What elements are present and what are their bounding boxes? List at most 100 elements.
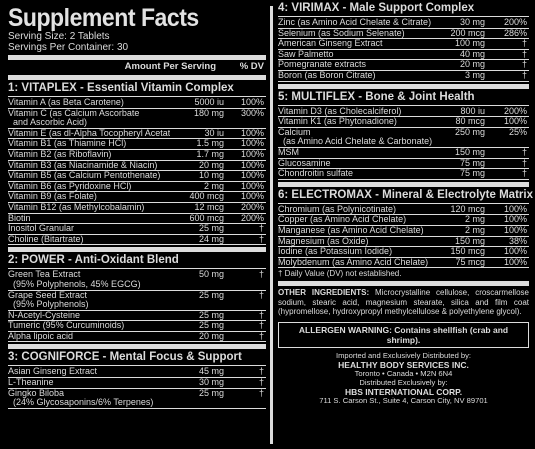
thin-divider xyxy=(8,365,266,367)
ingredient-dv: 100% xyxy=(503,256,527,267)
ingredient-name-text: Selenium (as Sodium Selenate) xyxy=(278,28,405,38)
thin-divider xyxy=(278,202,529,204)
ingredient-name-text: Glucosamine xyxy=(278,158,331,168)
ingredient-dv: 25% xyxy=(508,126,527,137)
ingredient-dv: 200% xyxy=(240,212,264,223)
ingredient-dv: 100% xyxy=(503,246,527,257)
ingredient-amount: 100 mg xyxy=(454,38,485,49)
ingredient-amount: 120 mcg xyxy=(450,203,485,214)
ingredient-name: Vitamin B12 (as Methylcobalamin) xyxy=(8,203,170,213)
ingredient-name: Vitamin E (as dl-Alpha Tocopheryl Acetat… xyxy=(8,129,170,139)
ingredient-row: Vitamin B2 (as Riboflavin) 1.7 mg 100% xyxy=(8,148,266,161)
ingredient-name: Vitamin K1 (as Phytonadione) xyxy=(278,117,435,127)
ingredient-name-text: Vitamin K1 (as Phytonadione) xyxy=(278,117,397,127)
ingredient-amount: 180 mg xyxy=(193,107,224,118)
thin-divider xyxy=(278,104,529,106)
thick-divider xyxy=(278,181,529,187)
ingredient-dv: † xyxy=(521,69,527,80)
ingredient-dv: 100% xyxy=(240,159,264,170)
ingredient-name: Vitamin D3 (as Cholecalciferol) xyxy=(278,107,435,117)
ingredient-dv: 100% xyxy=(240,148,264,159)
ingredient-dv: 200% xyxy=(503,105,527,116)
ingredient-amount: 600 mcg xyxy=(189,212,224,223)
ingredient-name: Vitamin C (as Calcium Ascorbate and Ascor… xyxy=(8,109,170,128)
ingredient-source: (95% Polyphenols) xyxy=(13,299,89,310)
dv-note: † Daily Value (DV) not established. xyxy=(278,269,402,279)
ingredient-amount: 150 mg xyxy=(454,146,485,157)
ingredient-row: Biotin 600 mcg 200% xyxy=(8,212,266,225)
ingredient-dv: † xyxy=(258,289,264,300)
ingredient-dv: † xyxy=(521,146,527,157)
column-divider xyxy=(270,6,273,444)
ingredient-row: Magnesium (as Oxide) 150 mg 38% xyxy=(278,236,529,248)
serving-size: Serving Size: 2 Tablets xyxy=(8,31,110,42)
ingredient-dv: † xyxy=(521,48,527,59)
ingredient-name-text: Vitamin D3 (as Cholecalciferol) xyxy=(278,106,402,116)
ingredient-row: Grape Seed Extract (95% Polyphenols) 25 mg… xyxy=(8,289,266,311)
ingredient-name: Pomegranate extracts xyxy=(278,60,435,70)
ingredient-name-text: Vitamin B6 (as Pyridoxine HCl) xyxy=(8,181,132,191)
ingredient-dv: † xyxy=(258,223,264,234)
ingredient-name-text: Vitamin C (as Calcium Ascorbate xyxy=(8,108,140,118)
ingredient-dv: † xyxy=(258,320,264,331)
ingredient-amount: 30 iu xyxy=(204,127,224,138)
ingredient-source: and Ascorbic Acid) xyxy=(13,117,88,128)
ingredient-name-text: Biotin xyxy=(8,213,31,223)
ingredient-row: Molybdenum (as Amino Acid Chelate) 75 mcg… xyxy=(278,256,529,269)
ingredient-dv: 200% xyxy=(240,201,264,212)
section-heading: 4: VIRIMAX - Male Support Complex xyxy=(278,2,475,14)
ingredient-name-text: Calcium xyxy=(278,127,311,137)
servings-per-container: Servings Per Container: 30 xyxy=(8,42,129,53)
ingredient-name: Calcium (as Amino Acid Chelate & Carbonat… xyxy=(278,128,435,147)
ingredient-amount: 25 mg xyxy=(198,223,224,234)
allergen-warning: ALLERGEN WARNING: Contains shellfish (cr… xyxy=(278,322,529,349)
ingredient-name-text: Tumeric (95% Curcuminoids) xyxy=(8,321,125,331)
ingredient-amount: 24 mg xyxy=(198,233,224,244)
thin-divider xyxy=(278,16,529,17)
ingredient-row: Glucosamine 75 mg † xyxy=(278,158,529,170)
other-ingredients-text: Microcrystalline cellulose, croscarmello… xyxy=(278,288,529,316)
ingredient-name-text: Magnesium (as Oxide) xyxy=(278,236,369,246)
imported-by: Imported and Exclusively Distributed by: xyxy=(335,351,472,361)
company-1-name: HEALTHY BODY SERVICES INC. xyxy=(338,359,469,370)
ingredient-dv: 100% xyxy=(240,170,264,181)
distributed-by: Distributed Exclusively by: xyxy=(359,377,448,387)
ingredient-name-text: N-Acetyl-Cysteine xyxy=(8,310,81,320)
ingredient-row: Alpha lipoic acid 20 mg † xyxy=(8,331,266,343)
ingredient-amount: 25 mg xyxy=(198,289,224,300)
ingredient-dv: 100% xyxy=(503,214,527,225)
ingredient-name-text: Boron (as Boron Citrate) xyxy=(278,70,376,80)
ingredient-name: Gingko Biloba (24% Glycosaponins/6% Terpe… xyxy=(8,389,170,408)
ingredient-dv: † xyxy=(258,366,264,377)
ingredient-name-text: Iodine (as Potassium Iodide) xyxy=(278,247,393,257)
thick-divider xyxy=(8,55,266,60)
ingredient-row: Selenium (as Sodium Selenate) 200 mcg 286% xyxy=(278,28,529,40)
ingredient-dv: 100% xyxy=(240,191,264,202)
ingredient-name: Vitamin B5 (as Calcium Pentothenate) xyxy=(8,171,170,181)
ingredient-name: Vitamin A (as Beta Carotene) xyxy=(8,98,170,108)
ingredient-dv: 100% xyxy=(503,116,527,127)
ingredient-amount: 45 mg xyxy=(198,366,224,377)
ingredient-name: Green Tea Extract (95% Polyphenols, 45% E… xyxy=(8,270,170,289)
ingredient-dv: † xyxy=(258,269,264,280)
ingredient-name: Manganese (as Amino Acid Chelate) xyxy=(278,226,435,236)
thick-divider xyxy=(8,75,266,80)
thick-divider xyxy=(8,247,266,253)
thick-divider xyxy=(278,83,529,89)
ingredient-amount: 150 mcg xyxy=(450,246,485,257)
ingredient-dv: † xyxy=(521,168,527,179)
ingredient-dv: † xyxy=(521,59,527,70)
ingredient-row: Choline (Bitartrate) 24 mg † xyxy=(8,233,266,246)
right-column: 4: VIRIMAX - Male Support Complex Zinc (a… xyxy=(278,0,533,406)
ingredient-name-text: Grape Seed Extract xyxy=(8,290,88,300)
ingredient-name-text: Pomegranate extracts xyxy=(278,60,367,70)
ingredient-name: Glucosamine xyxy=(278,159,435,169)
ingredient-amount: 800 iu xyxy=(460,105,485,116)
ingredient-amount: 75 mcg xyxy=(455,256,485,267)
ingredient-name: Alpha lipoic acid xyxy=(8,332,170,342)
ingredient-name-text: Chromium (as Polynicotinate) xyxy=(278,204,397,214)
section-heading: 6: ELECTROMAX - Mineral & Electrolyte Ma… xyxy=(278,188,533,201)
ingredient-source: (as Amino Acid Chelate & Carbonate) xyxy=(283,136,433,147)
ingredient-row: Vitamin B9 (as Folate) 400 mcg 100% xyxy=(8,192,266,203)
ingredient-name-text: Vitamin B3 (as Niacinamide & Niacin) xyxy=(8,160,158,170)
